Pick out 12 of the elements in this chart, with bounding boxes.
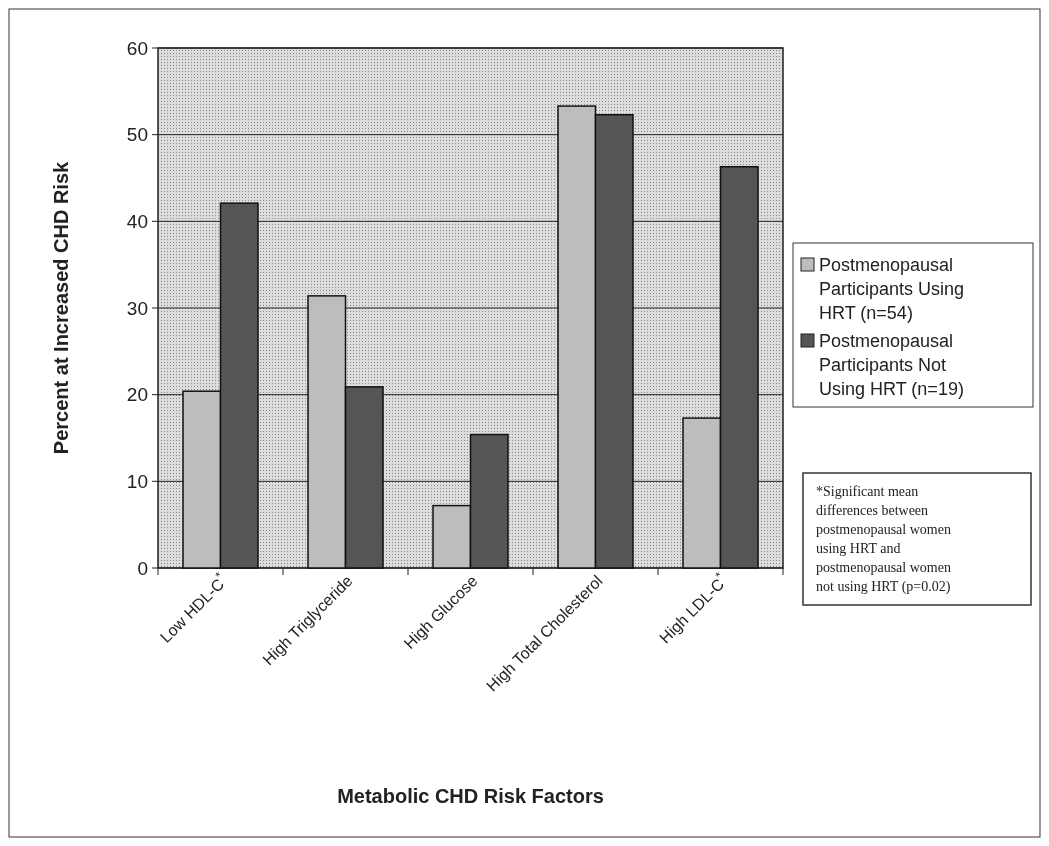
y-tick-label: 20	[126, 384, 148, 406]
text: *Significant mean differences between postmenopausal women using HRT and postmenopausal women not using HRT (p=0.02)	[816, 484, 951, 595]
y-tick-label: 40	[126, 210, 148, 232]
y-tick-label: 60	[126, 37, 148, 59]
y-tick-label: 30	[126, 297, 148, 319]
y-axis-title: Percent at Increased CHD Risk	[50, 160, 72, 455]
legend-label: Postmenopausal Participants Using HRT (n=54)	[819, 255, 965, 323]
y-tick-label: 0	[137, 557, 148, 579]
y-tick-label: 10	[126, 470, 148, 492]
legend-label: Postmenopausal Participants Not Using HRT (n=19)	[819, 331, 964, 399]
y-tick-label: 50	[126, 124, 148, 146]
x-axis-title: Metabolic CHD Risk Factors	[337, 785, 604, 807]
